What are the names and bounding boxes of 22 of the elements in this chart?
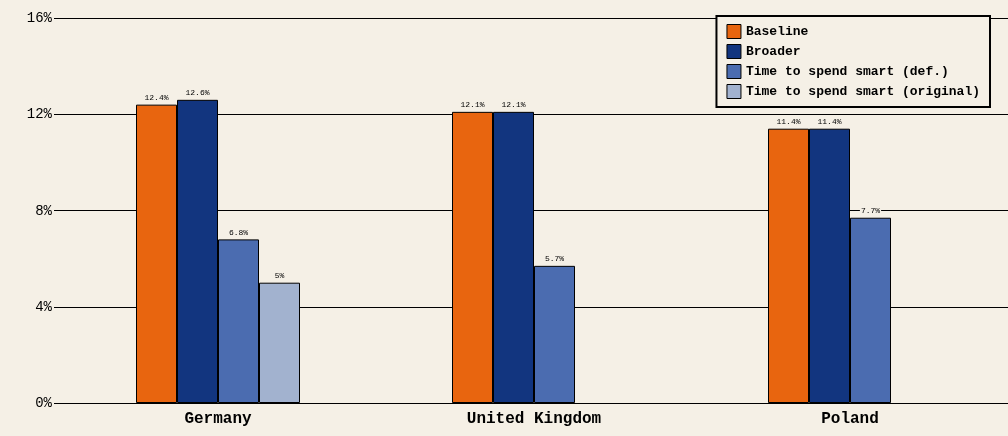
data-label: 12.1% bbox=[501, 100, 526, 110]
legend-label: Broader bbox=[745, 44, 801, 59]
data-label: 12.6% bbox=[185, 88, 210, 98]
legend-label: Time to spend smart (original) bbox=[745, 84, 981, 99]
y-tick-label: 12% bbox=[26, 106, 53, 123]
data-label: 11.4% bbox=[817, 117, 842, 127]
x-tick-label: United Kingdom bbox=[466, 410, 602, 428]
data-label: 12.1% bbox=[460, 100, 485, 110]
y-tick-label: 0% bbox=[35, 395, 53, 411]
data-label: 5.7% bbox=[544, 254, 565, 264]
y-tick-label: 4% bbox=[35, 298, 53, 315]
data-label: 5% bbox=[274, 271, 285, 281]
legend-label: Time to spend smart (def.) bbox=[745, 64, 949, 79]
data-label: 11.4% bbox=[776, 117, 801, 127]
legend-label: Baseline bbox=[745, 24, 809, 39]
data-label: 12.4% bbox=[144, 93, 169, 103]
x-tick-label: Germany bbox=[184, 410, 252, 428]
y-tick-label: 8% bbox=[35, 202, 53, 219]
x-tick-label: Poland bbox=[821, 410, 879, 428]
data-label: 7.7% bbox=[860, 206, 881, 216]
y-tick-label: 16% bbox=[26, 10, 53, 26]
data-label: 6.8% bbox=[228, 227, 249, 237]
